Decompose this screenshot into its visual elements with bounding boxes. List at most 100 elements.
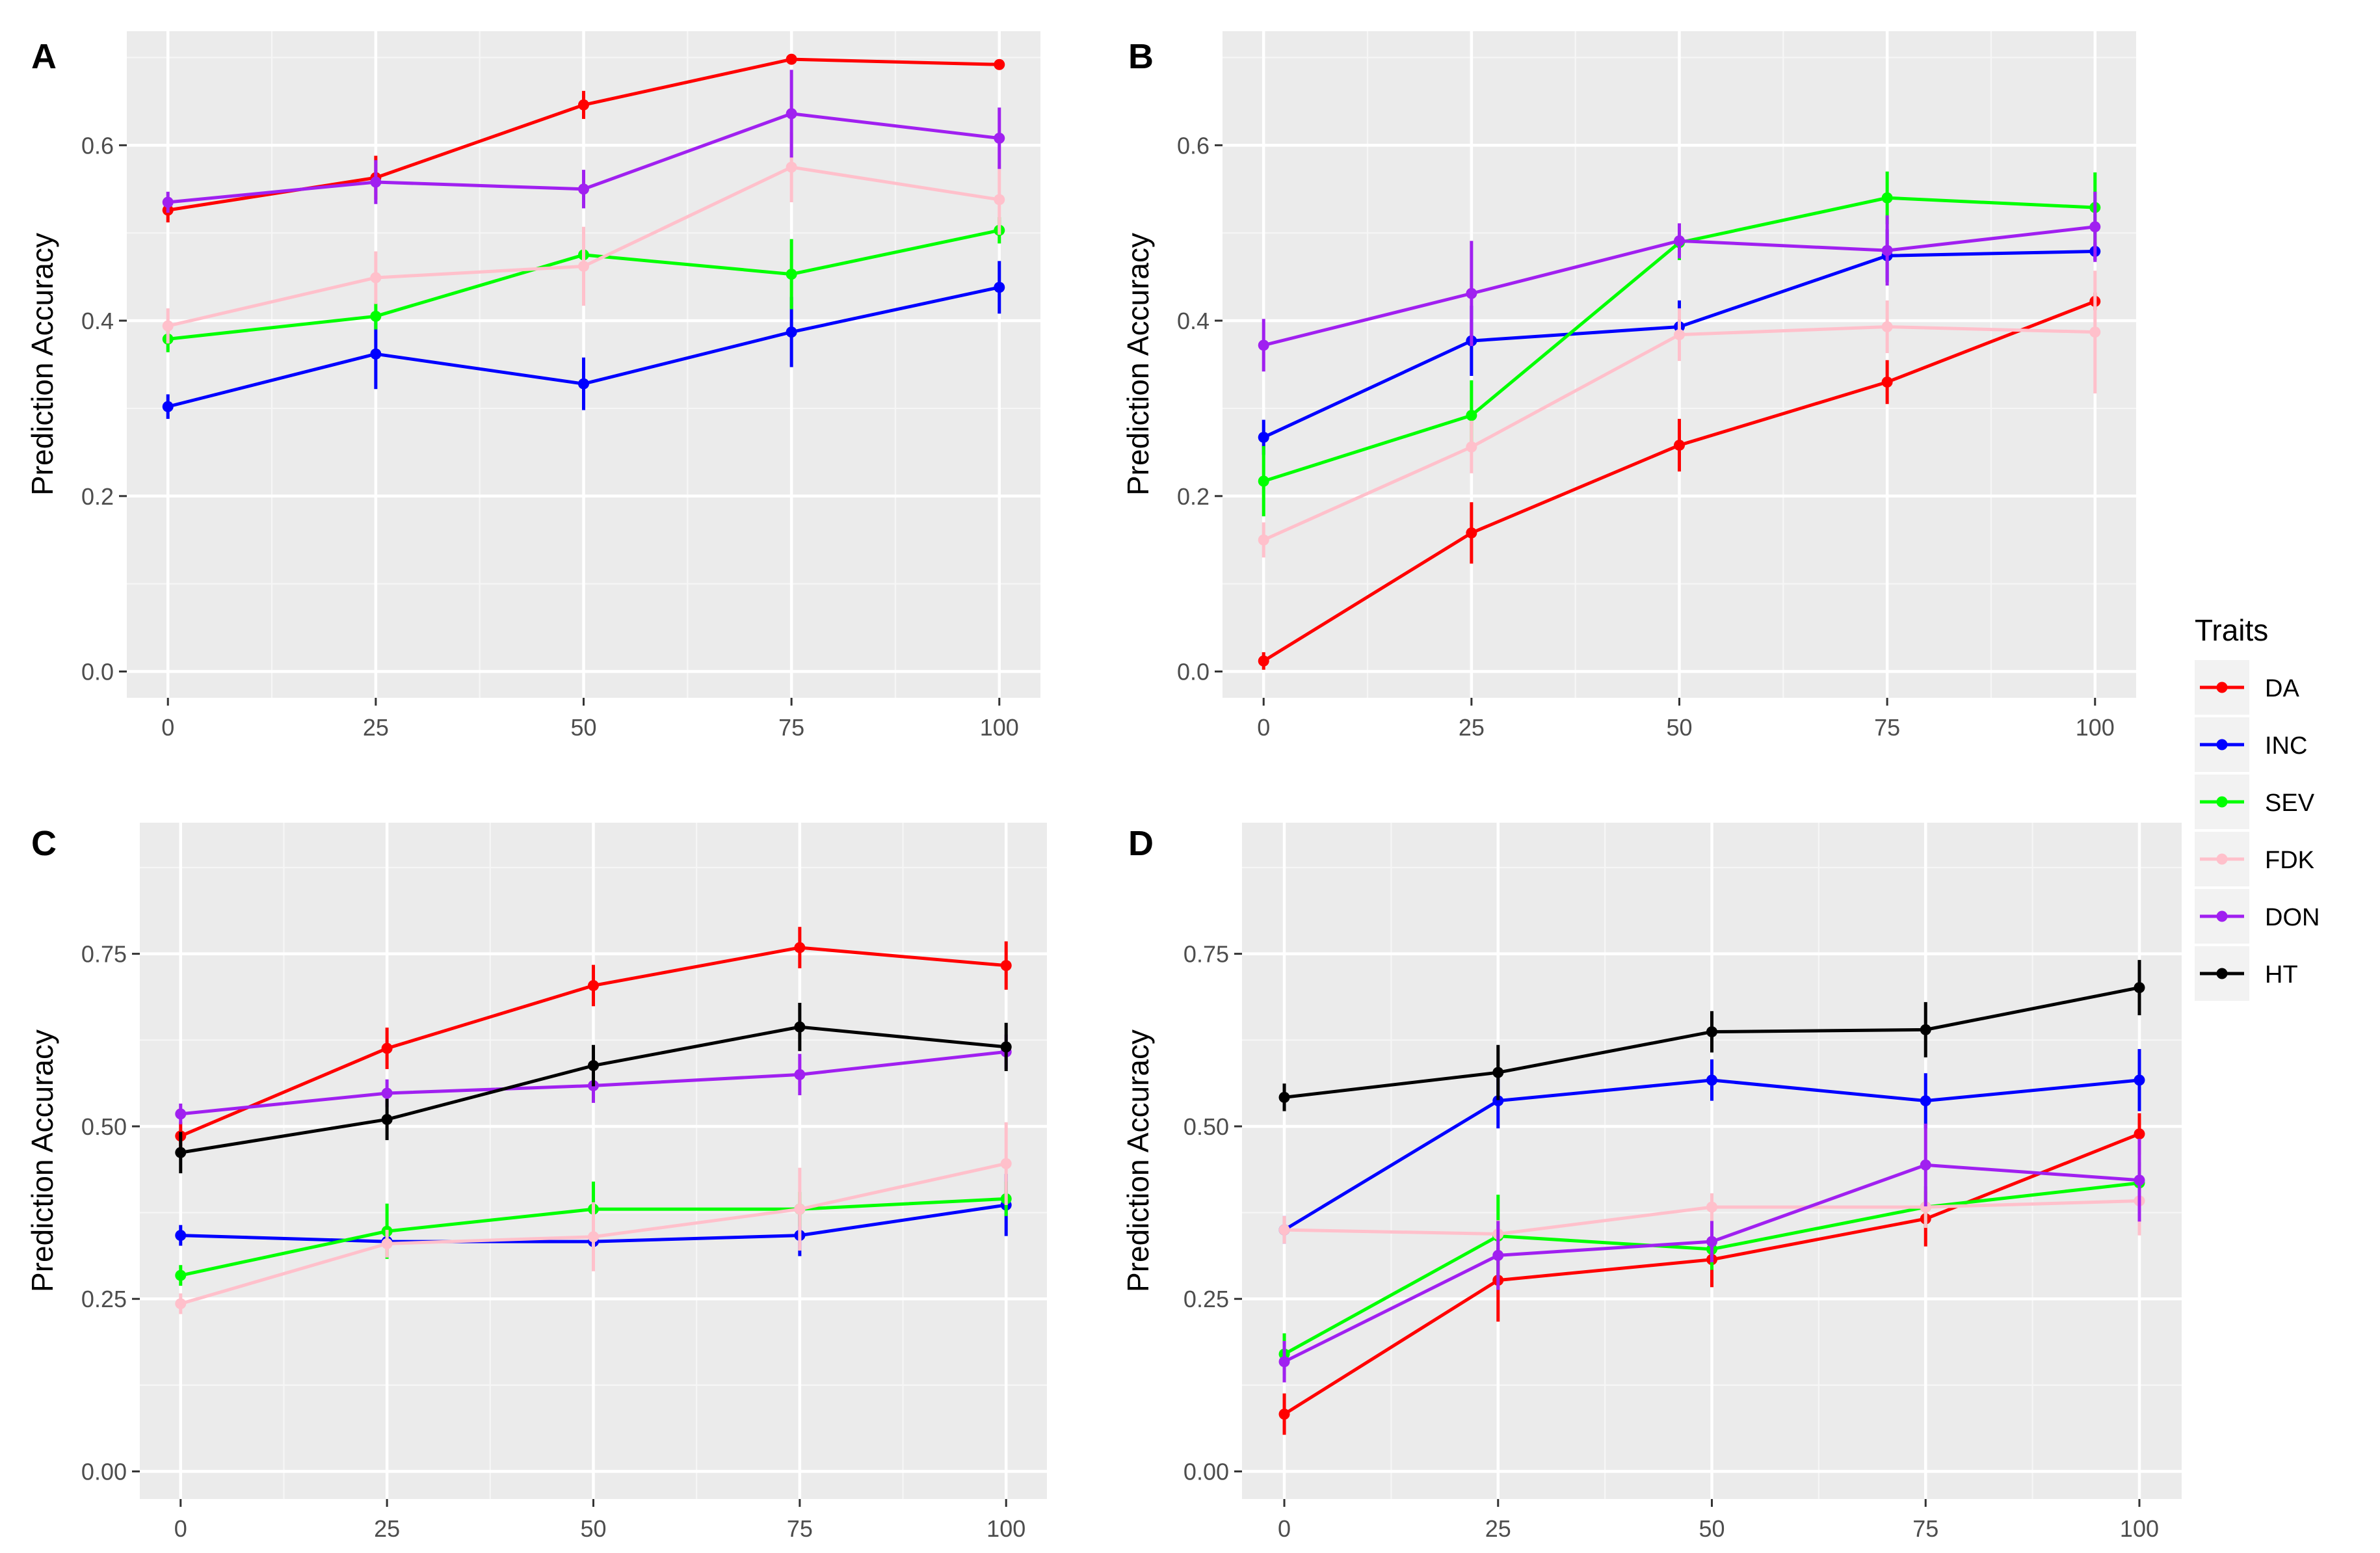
x-tick-label: 25 — [374, 1515, 400, 1542]
data-point — [786, 53, 797, 65]
data-point — [794, 942, 806, 953]
data-point — [1466, 410, 1477, 421]
data-point — [786, 161, 797, 173]
panels-group: 0 25 50 75 100 0.0 0.2 0.4 0.6 Prediction Accurac… — [25, 31, 2182, 1542]
data-point — [2134, 1128, 2145, 1140]
data-point — [588, 1231, 599, 1243]
data-point — [588, 979, 599, 991]
data-point — [994, 59, 1005, 70]
data-point — [786, 269, 797, 280]
data-point — [1674, 440, 1685, 451]
data-point — [786, 326, 797, 338]
data-point — [175, 1147, 187, 1158]
y-axis-title: Prediction Accuracy — [1121, 1029, 1155, 1292]
y-tick-label: 0.2 — [81, 483, 114, 510]
data-point — [381, 1042, 393, 1054]
panel-A: 0 25 50 75 100 0.0 0.2 0.4 0.6 Prediction Accurac… — [25, 31, 1040, 741]
legend-label: DON — [2265, 904, 2320, 931]
legend-key-point — [2216, 853, 2228, 865]
y-axis-title: Prediction Accuracy — [25, 1029, 59, 1292]
legend-key-point — [2216, 739, 2228, 750]
panel-D: 0 25 50 75 100 0.00 0.25 0.50 0.75 Prediction Acc… — [1121, 823, 2182, 1542]
data-point — [162, 320, 174, 332]
data-point — [370, 310, 382, 322]
x-tick-label: 0 — [161, 714, 174, 741]
data-point — [1278, 1356, 1290, 1368]
y-tick-label: 0.50 — [1183, 1113, 1229, 1140]
legend-key-point — [2216, 682, 2228, 693]
x-tick-label: 25 — [1485, 1515, 1511, 1542]
series-HT — [175, 1002, 1012, 1174]
data-point — [1278, 1224, 1290, 1236]
data-point — [2134, 982, 2145, 994]
data-point — [1881, 376, 1893, 388]
y-tick-label: 0.00 — [81, 1459, 127, 1485]
legend-items: DA INC SEV FDK DON HT — [2195, 660, 2320, 1001]
data-point — [578, 378, 589, 390]
data-point — [794, 1021, 806, 1033]
x-tick-label: 50 — [570, 714, 596, 741]
legend-label: DA — [2265, 675, 2299, 702]
data-point — [578, 99, 589, 111]
panel-letter: B — [1128, 37, 1154, 76]
data-point — [994, 133, 1005, 144]
data-point — [1466, 287, 1477, 299]
data-point — [578, 260, 589, 272]
data-point — [1466, 527, 1477, 538]
x-tick-label: 75 — [787, 1515, 813, 1542]
x-tick-label: 0 — [1257, 714, 1270, 741]
legend-label: SEV — [2265, 790, 2315, 817]
x-tick-label: 100 — [986, 1515, 1025, 1542]
data-point — [1258, 534, 1269, 546]
series-FDK — [162, 132, 1005, 344]
data-point — [1000, 960, 1012, 972]
data-point — [2134, 1175, 2145, 1186]
x-tick-label: 100 — [2076, 714, 2115, 741]
data-point — [1278, 1408, 1290, 1420]
y-tick-label: 0.2 — [1177, 483, 1210, 510]
data-point — [1881, 192, 1893, 204]
y-axis-title: Prediction Accuracy — [1121, 233, 1155, 496]
y-tick-label: 0.75 — [81, 941, 127, 968]
x-tick-label: 75 — [778, 714, 804, 741]
data-point — [370, 272, 382, 284]
data-point — [1466, 441, 1477, 453]
data-point — [994, 194, 1005, 206]
data-point — [588, 1060, 599, 1072]
legend-item-DA: DA — [2195, 660, 2299, 715]
y-tick-label: 0.0 — [81, 659, 114, 685]
data-point — [1920, 1024, 1931, 1035]
legend-label: HT — [2265, 961, 2298, 989]
data-point — [1881, 321, 1893, 333]
series-HT — [1278, 960, 2145, 1111]
series-DON — [1258, 191, 2101, 372]
legend-item-FDK: FDK — [2195, 832, 2314, 886]
data-point — [381, 1238, 393, 1249]
data-point — [1706, 1074, 1717, 1086]
legend: Traits DA INC SEV FDK DON HT — [2195, 613, 2320, 1001]
x-tick-label: 75 — [1912, 1515, 1938, 1542]
legend-label: INC — [2265, 732, 2307, 760]
data-point — [381, 1113, 393, 1125]
legend-key-point — [2216, 796, 2228, 808]
series-INC — [162, 261, 1005, 419]
y-tick-label: 0.4 — [81, 308, 114, 334]
data-point — [175, 1269, 187, 1281]
series-DON — [1278, 1123, 2145, 1383]
data-point — [1258, 655, 1269, 667]
x-tick-label: 50 — [1666, 714, 1692, 741]
x-tick-label: 0 — [174, 1515, 187, 1542]
series-FDK — [1258, 271, 2101, 558]
data-point — [1674, 235, 1685, 246]
panel-C: 0 25 50 75 100 0.00 0.25 0.50 0.75 Prediction Acc… — [25, 823, 1047, 1542]
data-point — [175, 1108, 187, 1120]
data-point — [175, 1298, 187, 1310]
x-tick-label: 50 — [1699, 1515, 1725, 1542]
series-DON — [162, 70, 1005, 213]
data-point — [1258, 475, 1269, 487]
data-point — [381, 1087, 393, 1099]
series-DA — [1258, 292, 2101, 670]
data-point — [370, 176, 382, 188]
data-point — [175, 1230, 187, 1241]
x-tick-label: 0 — [1278, 1515, 1291, 1542]
